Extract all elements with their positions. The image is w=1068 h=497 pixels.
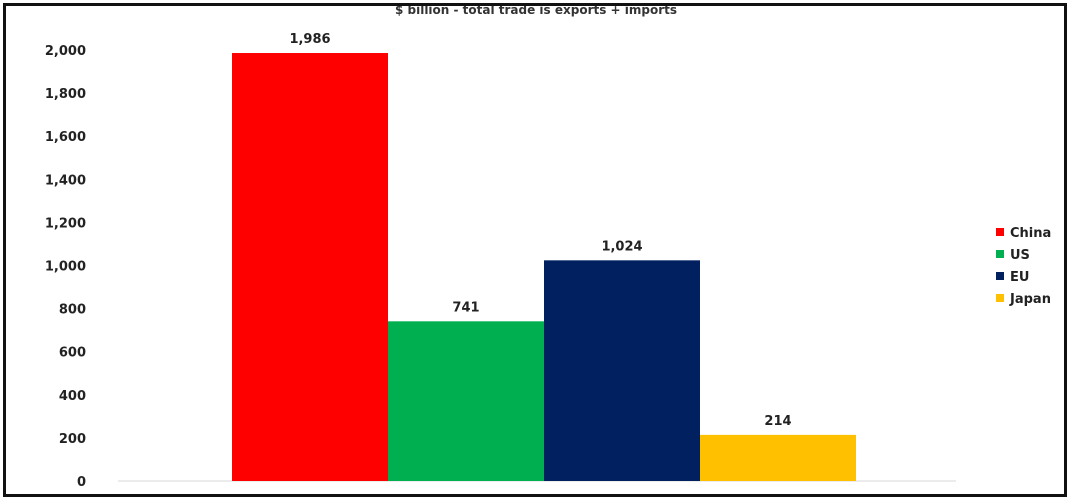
legend-label-japan: Japan: [1009, 292, 1051, 307]
y-tick-label: 1,400: [45, 173, 86, 188]
data-labels: 1,986 741 1,024 214: [289, 32, 791, 429]
legend: China US EU Japan: [996, 226, 1051, 307]
legend-swatch-eu: [996, 272, 1004, 280]
chart-title: $ billion - total trade is exports + imp…: [395, 6, 677, 17]
data-label-us: 741: [452, 300, 479, 315]
y-tick-label: 600: [59, 346, 86, 361]
legend-swatch-us: [996, 250, 1004, 258]
data-label-japan: 214: [764, 414, 791, 429]
legend-swatch-japan: [996, 294, 1004, 302]
y-tick-label: 1,000: [45, 260, 86, 275]
bar-japan: [700, 434, 856, 481]
bar-china: [232, 53, 388, 481]
legend-swatch-china: [996, 228, 1004, 236]
bar-eu: [544, 260, 700, 481]
y-tick-label: 1,800: [45, 87, 86, 102]
y-tick-label: 0: [77, 475, 86, 490]
bar-chart: $ billion - total trade is exports + imp…: [45, 6, 1051, 490]
data-label-eu: 1,024: [601, 239, 642, 254]
y-tick-label: 400: [59, 389, 86, 404]
legend-label-china: China: [1010, 226, 1051, 241]
bar-us: [388, 321, 544, 481]
legend-label-eu: EU: [1010, 270, 1029, 285]
y-tick-label: 1,600: [45, 130, 86, 145]
y-tick-label: 800: [59, 303, 86, 318]
y-tick-label: 2,000: [45, 44, 86, 59]
legend-label-us: US: [1010, 248, 1030, 263]
bars: [232, 53, 856, 481]
chart-frame: $ billion - total trade is exports + imp…: [3, 3, 1067, 497]
data-label-china: 1,986: [289, 32, 330, 47]
y-tick-label: 1,200: [45, 216, 86, 231]
y-tick-label: 200: [59, 432, 86, 447]
